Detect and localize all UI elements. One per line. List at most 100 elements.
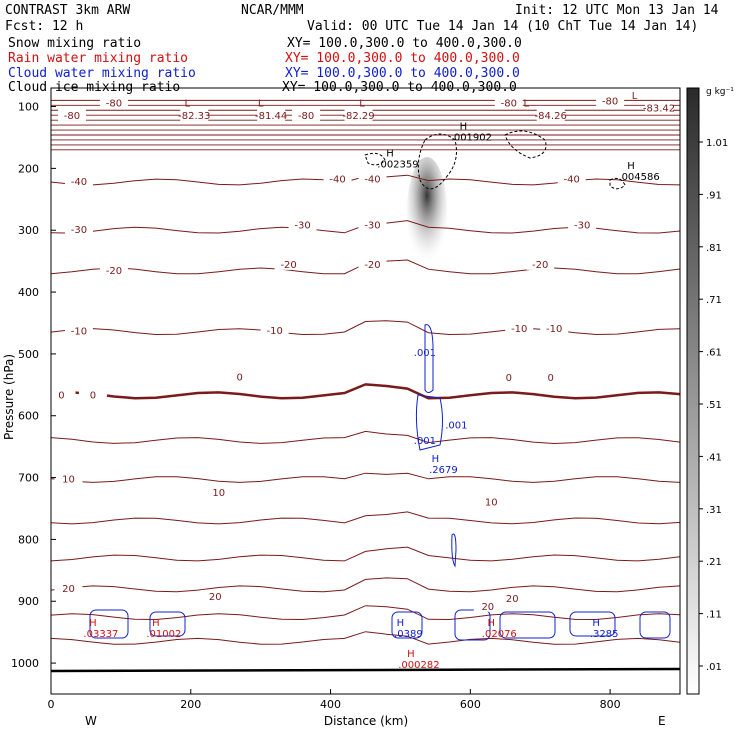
label-bg [204,486,233,499]
label-bg [536,371,565,384]
extremum-marker: H [627,161,635,172]
temperature-label: -84.26 [535,111,567,122]
temperature-label: -30 [294,220,310,231]
colorbar-tick-label: .11 [706,610,722,621]
temperature-label: -30 [71,225,87,236]
y-tick-label: 100 [18,101,39,114]
isotherm [51,472,680,483]
extremum-value: .03337 [83,629,118,640]
colorbar-tick-label: 1.01 [706,138,728,149]
cloud-water-cell-1 [89,609,129,639]
label-bg [57,108,86,121]
field-rain-name: Rain water mixing ratio [8,51,189,66]
label-bg [99,96,128,109]
temperature-label: -81.44 [255,111,287,122]
temperature-label: 0 [237,372,243,383]
label-bg [54,581,83,594]
extremum-marker: H [488,618,496,629]
label-bg [358,257,387,270]
label-bg [78,388,107,401]
y-tick-label: 400 [18,286,39,299]
label-bg [505,322,534,335]
label-bg [225,370,254,383]
temperature-label: -40 [71,177,87,188]
isotherm [51,320,680,336]
temperature-label: -82.29 [342,111,374,122]
temperature-label: -83.42 [643,103,675,114]
label-bg [180,108,209,121]
cloud-ice-blob-4 [609,177,626,190]
cloud-water-label: .001 [414,436,436,447]
valid-time: Valid: 00 UTC Tue 14 Jan 14 (10 ChT Tue … [307,19,699,34]
label-bg [54,472,83,485]
isotherm [51,605,680,621]
extremum-marker: H [432,454,440,465]
cloud-ice-contours [364,130,626,190]
field-cloudwater-name: Cloud water mixing ratio [8,66,196,81]
cloud-water-cell-7 [639,611,671,639]
label-bg [201,589,230,602]
isotherm [51,383,680,400]
label-bg [358,218,387,231]
temperature-label: -20 [532,260,548,271]
temperature-label: 10 [62,474,75,485]
extremum-marker: H [386,149,394,160]
chart-title: CONTRAST 3km ARW [5,3,131,18]
forecast-hour: Fcst: 12 h [5,19,84,34]
cloud-water-cell-5 [499,611,556,639]
cloud-water-lower-column [415,394,443,451]
label-bg [64,223,93,236]
label-bg [64,324,93,337]
temperature-label: -30 [574,220,590,231]
temperature-contours [51,99,680,645]
temperature-label: -20 [364,260,380,271]
extremum-value: .004586 [618,172,659,183]
colorbar [686,87,700,695]
extremum-value: .01002 [146,629,181,640]
west-label: W [85,714,97,728]
y-tick-label: 800 [18,533,39,546]
temperature-label: -80 [602,97,618,108]
temperature-label: -30 [364,220,380,231]
label-bg [274,257,303,270]
cloud-water-cell-3 [391,611,423,639]
label-bg [288,218,317,231]
temperature-label: -80 [106,98,122,109]
temperature-label: -80 [298,111,314,122]
y-tick-label: 900 [18,595,39,608]
cloud-ice-blob-3 [364,152,386,166]
label-bg [257,108,286,121]
temperature-label: -80 [64,111,80,122]
cloud-water-cell-6 [569,611,616,637]
label-bg [498,591,527,604]
y-tick-label: 500 [18,348,39,361]
temperature-label: 0 [90,390,96,401]
x-tick-label: 800 [600,698,621,711]
colorbar-tick-label: .81 [706,243,722,254]
extremum-marker: H [592,618,600,629]
temperature-label: 20 [481,602,494,613]
temperature-label: 20 [506,594,519,605]
x-axis-label: Distance (km) [324,714,408,728]
colorbar-tick-label: .41 [706,452,722,463]
cloud-water-label: .001 [414,348,436,359]
label-bg [596,94,625,107]
colorbar-tick-label: .31 [706,505,722,516]
temperature-label: 10 [212,488,225,499]
label-bg [477,495,506,508]
isotherm [51,430,680,445]
colorbar-tick-label: .51 [706,400,722,411]
x-tick-label: 600 [460,698,481,711]
cloud-water-cell-2 [149,611,186,637]
temperature-label: -40 [564,175,580,186]
temperature-label: -10 [511,324,527,335]
label-bg [645,101,674,114]
cloud-water-column [424,324,434,393]
extremum-value: .001902 [451,132,492,143]
east-label: E [658,714,666,728]
surface-line [51,667,680,673]
extremum-value: .0389 [394,629,423,640]
temperature-label: -10 [546,324,562,335]
snow-field-shading [407,157,447,267]
